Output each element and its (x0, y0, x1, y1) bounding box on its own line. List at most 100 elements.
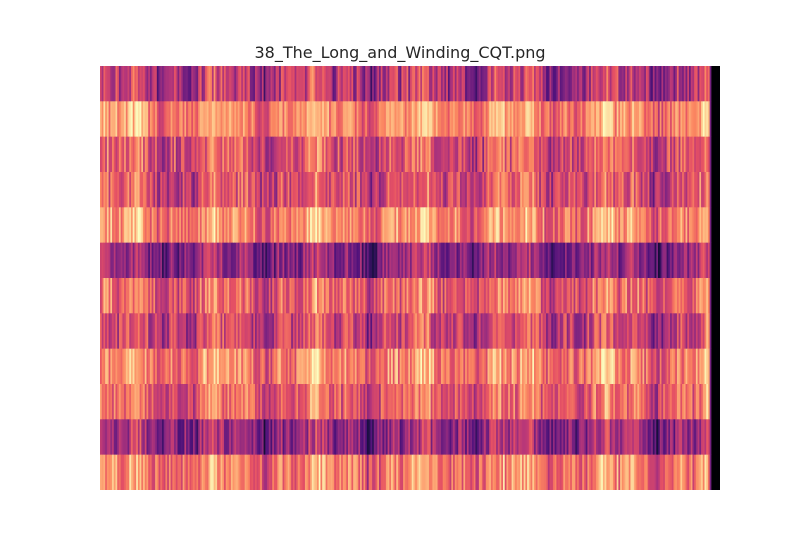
heatmap-cell (131, 454, 134, 490)
heatmap-cell (520, 419, 523, 456)
heatmap-cell (365, 278, 368, 314)
heatmap-cell (318, 454, 321, 490)
heatmap-cell (217, 172, 220, 208)
heatmap-cell (375, 101, 378, 138)
heatmap-cell (167, 136, 170, 173)
heatmap-cell (583, 66, 587, 102)
heatmap-cell (606, 207, 609, 244)
heatmap-cell (678, 348, 681, 385)
heatmap-cell (351, 207, 354, 244)
heatmap-cell (377, 101, 380, 138)
heatmap-cell (189, 348, 192, 385)
heatmap-cell (716, 242, 719, 279)
heatmap-cell (120, 348, 123, 385)
heatmap-cell (110, 66, 113, 102)
heatmap-cell (516, 348, 519, 385)
heatmap-cell (193, 207, 196, 244)
heatmap-cell (683, 454, 686, 490)
heatmap-cell (241, 66, 244, 102)
heatmap-cell (387, 454, 390, 490)
heatmap-cell (642, 136, 645, 173)
heatmap-cell (647, 136, 650, 173)
heatmap-cell (122, 172, 125, 208)
heatmap-cell (399, 207, 402, 244)
heatmap-cell (241, 101, 244, 138)
heatmap-cell (565, 101, 568, 138)
heatmap-cell (509, 101, 513, 138)
heatmap-cell (623, 419, 626, 456)
heatmap-cell (685, 454, 688, 490)
heatmap-cell (313, 66, 316, 102)
heatmap-cell (432, 207, 435, 244)
heatmap-cell (583, 172, 587, 208)
heatmap-cell (680, 172, 683, 208)
heatmap-cell (391, 172, 394, 208)
heatmap-cell (289, 454, 292, 490)
heatmap-cell (149, 278, 153, 314)
heatmap-cell (675, 101, 678, 138)
heatmap-cell (511, 278, 514, 314)
heatmap-cell (415, 136, 418, 173)
heatmap-cell (172, 101, 175, 138)
heatmap-cell (232, 278, 235, 314)
heatmap-cell (255, 172, 258, 208)
heatmap-cell (687, 348, 690, 385)
heatmap-cell (380, 101, 383, 138)
heatmap-cell (487, 348, 490, 385)
heatmap-cell (399, 136, 402, 173)
heatmap-cell (701, 313, 704, 350)
heatmap-cell (143, 419, 146, 456)
heatmap-cell (568, 419, 571, 456)
heatmap-cell (540, 66, 544, 102)
heatmap-cell (463, 348, 466, 385)
heatmap-cell (415, 384, 418, 420)
heatmap-cell (441, 66, 444, 102)
heatmap-cell (513, 278, 516, 314)
heatmap-cell (287, 454, 290, 490)
heatmap-cell (151, 384, 154, 420)
heatmap-cell (180, 66, 184, 102)
heatmap-cell (189, 313, 192, 350)
heatmap-cell (447, 242, 451, 279)
heatmap-cell (497, 136, 500, 173)
heatmap-cell (380, 242, 383, 279)
heatmap-cell (391, 313, 394, 350)
heatmap-cell (468, 278, 471, 314)
heatmap-cell (423, 66, 426, 102)
heatmap-cell (132, 101, 135, 138)
heatmap-cell (585, 278, 588, 314)
heatmap-cell (592, 172, 595, 208)
heatmap-cell (606, 172, 609, 208)
heatmap-cell (528, 242, 531, 279)
heatmap-cell (704, 419, 707, 456)
heatmap-cell (251, 454, 254, 490)
heatmap-cell (427, 136, 430, 173)
heatmap-cell (105, 172, 108, 208)
heatmap-cell (680, 384, 683, 420)
heatmap-cell (661, 384, 664, 420)
heatmap-cell (647, 207, 650, 244)
heatmap-cell (329, 384, 332, 420)
heatmap-cell (651, 384, 654, 420)
heatmap-cell (689, 419, 692, 456)
heatmap-cell (137, 136, 141, 173)
heatmap-cell (534, 207, 537, 244)
heatmap-cell (404, 101, 407, 138)
heatmap-cell (718, 313, 720, 350)
heatmap-cell (310, 66, 313, 102)
heatmap-cell (680, 101, 683, 138)
heatmap-cell (535, 172, 538, 208)
heatmap-cell (547, 172, 550, 208)
heatmap-cell (149, 384, 153, 420)
heatmap-cell (675, 384, 678, 420)
heatmap-cell (296, 454, 299, 490)
heatmap-cell (513, 136, 516, 173)
heatmap-cell (194, 278, 197, 314)
heatmap-cell (299, 278, 302, 314)
heatmap-cell (578, 384, 581, 420)
heatmap-cell (434, 278, 437, 314)
heatmap-cell (587, 278, 590, 314)
heatmap-cell (337, 278, 340, 314)
heatmap-cell (618, 454, 621, 490)
heatmap-cell (594, 172, 597, 208)
